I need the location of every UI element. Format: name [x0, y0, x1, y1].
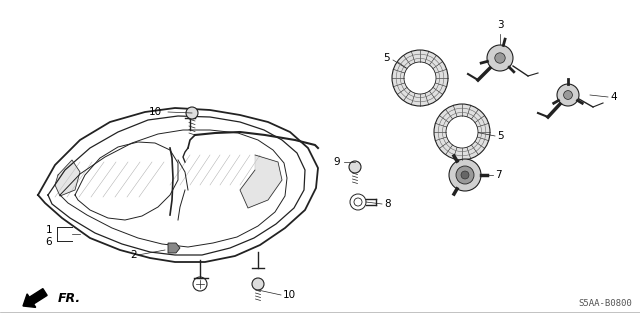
Circle shape: [349, 161, 361, 173]
Circle shape: [434, 104, 490, 160]
Circle shape: [186, 107, 198, 119]
Polygon shape: [55, 160, 80, 196]
Text: 7: 7: [495, 170, 502, 180]
Text: 2: 2: [130, 250, 136, 260]
Text: FR.: FR.: [58, 292, 81, 306]
Circle shape: [252, 278, 264, 290]
Text: 3: 3: [497, 20, 503, 30]
Text: 9: 9: [333, 157, 340, 167]
Circle shape: [461, 171, 469, 179]
Circle shape: [456, 166, 474, 184]
Text: 10: 10: [149, 107, 162, 117]
Polygon shape: [240, 155, 282, 208]
Text: 6: 6: [45, 237, 52, 247]
Text: 4: 4: [610, 92, 616, 102]
Text: 5: 5: [383, 53, 390, 63]
Text: 8: 8: [384, 199, 390, 209]
FancyArrow shape: [23, 289, 47, 308]
Circle shape: [446, 116, 478, 148]
Text: S5AA-B0800: S5AA-B0800: [579, 299, 632, 308]
Circle shape: [449, 159, 481, 191]
Circle shape: [495, 53, 505, 63]
Circle shape: [564, 91, 572, 100]
Polygon shape: [168, 243, 180, 253]
Circle shape: [557, 84, 579, 106]
Circle shape: [487, 45, 513, 71]
Text: 5: 5: [497, 131, 504, 141]
Text: 10: 10: [283, 290, 296, 300]
Text: 1: 1: [45, 225, 52, 235]
Circle shape: [404, 62, 436, 94]
Circle shape: [392, 50, 448, 106]
